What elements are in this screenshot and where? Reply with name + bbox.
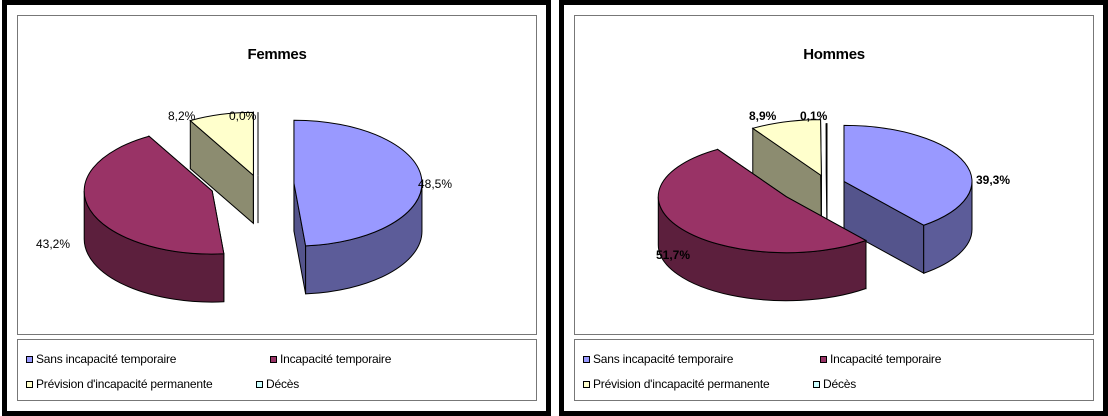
data-label-deces: 0,1% [800, 109, 828, 123]
legend-item-sans-incapacite: Sans incapacité temporaire [26, 352, 176, 366]
data-label-prevision-d-incapacite-permanente: 8,9% [749, 109, 777, 123]
legend-label: Incapacité temporaire [830, 352, 942, 366]
pie-chart-hommes: 39,3% 51,7% 8,9% 0,1% [656, 109, 1010, 302]
pie-slice-prevision-d-incapacite-permanente [189, 111, 254, 225]
legend-item-incapacite: Incapacité temporaire [820, 352, 941, 366]
chart-title: Hommes [803, 46, 865, 63]
chart-legend: Sans incapacité temporaire Incapacité te… [17, 339, 537, 401]
pie-chart-femmes: 48,5% 43,2% 8,2% 0,0% [36, 109, 452, 303]
legend-label: Sans incapacité temporaire [36, 352, 177, 366]
pie-slice-top [751, 119, 822, 177]
pie-slice-top [843, 124, 973, 226]
chart-panel-hommes: Hommes 39,3% 51,7% 8,9% 0,1% Sans incapacit… [559, 0, 1108, 416]
chart-title: Femmes [247, 46, 307, 63]
legend-item-incapacite: Incapacité temporaire [270, 352, 391, 366]
data-label-incapacite-temporaire: 43,2% [36, 237, 70, 251]
legend-swatch [256, 380, 263, 388]
chart-legend: Sans incapacité temporaire Incapacité te… [574, 339, 1094, 401]
legend-label: Prévision d'incapacité permanente [593, 377, 770, 391]
legend-item-prevision: Prévision d'incapacité permanente [26, 377, 213, 391]
pie-slice-deces [825, 123, 828, 228]
legend-item-deces: Décès [256, 377, 299, 391]
legend-label: Sans incapacité temporaire [593, 352, 734, 366]
legend-item-prevision: Prévision d'incapacité permanente [583, 377, 770, 391]
legend-swatch [820, 355, 827, 363]
pie-slice-top [825, 123, 828, 180]
pie-slice-top [83, 135, 225, 255]
pie-slice-incapacite-temporaire [657, 148, 868, 302]
pie-slice-top [189, 111, 254, 177]
data-label-incapacite-temporaire: 51,7% [656, 248, 690, 262]
plot-area: Hommes 39,3% 51,7% 8,9% 0,1% [574, 15, 1094, 335]
legend-swatch [26, 380, 33, 388]
pie-slice-top [657, 148, 868, 254]
legend-item-deces: Décès [813, 377, 856, 391]
legend-label: Décès [266, 377, 300, 391]
pie-slice-prevision-d-incapacite-permanente [751, 119, 822, 225]
legend-label: Prévision d'incapacité permanente [36, 377, 213, 391]
pie-slice-incapacite-temporaire [83, 135, 225, 303]
data-label-sans-incapacite-temporaire: 48,5% [418, 177, 452, 191]
legend-swatch [583, 380, 590, 388]
legend-swatch [583, 355, 590, 363]
legend-swatch [813, 380, 820, 388]
chart-panel-femmes: Femmes 48,5% 43,2% 8,2% 0,0% Sans incapacit… [2, 0, 551, 416]
legend-swatch [26, 355, 33, 363]
pie-slice-top [293, 119, 423, 247]
legend-label: Incapacité temporaire [280, 352, 392, 366]
data-label-sans-incapacite-temporaire: 39,3% [976, 173, 1010, 187]
plot-area: Femmes 48,5% 43,2% 8,2% 0,0% [17, 15, 537, 335]
legend-label: Décès [823, 377, 857, 391]
data-label-prevision-d-incapacite-permanente: 8,2% [168, 109, 196, 123]
legend-item-sans-incapacite: Sans incapacité temporaire [583, 352, 733, 366]
data-label-deces: 0,0% [229, 109, 257, 123]
pie-slice-sans-incapacite-temporaire [293, 119, 423, 295]
legend-swatch [270, 355, 277, 363]
pie-slice-sans-incapacite-temporaire [843, 124, 973, 275]
